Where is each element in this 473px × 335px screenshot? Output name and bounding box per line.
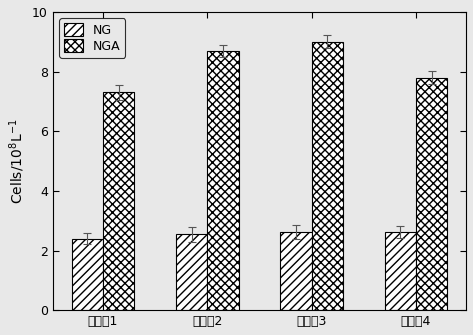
Bar [103,92,134,310]
Bar [280,232,312,310]
Legend: NG, NGA: NG, NGA [59,18,125,58]
Bar [312,42,343,310]
Bar [385,232,416,310]
Y-axis label: Cells/10$^8$L$^{-1}$: Cells/10$^8$L$^{-1}$ [7,118,26,204]
Bar [207,51,238,310]
Bar [416,78,447,310]
Bar [71,239,103,310]
Bar [176,234,207,310]
